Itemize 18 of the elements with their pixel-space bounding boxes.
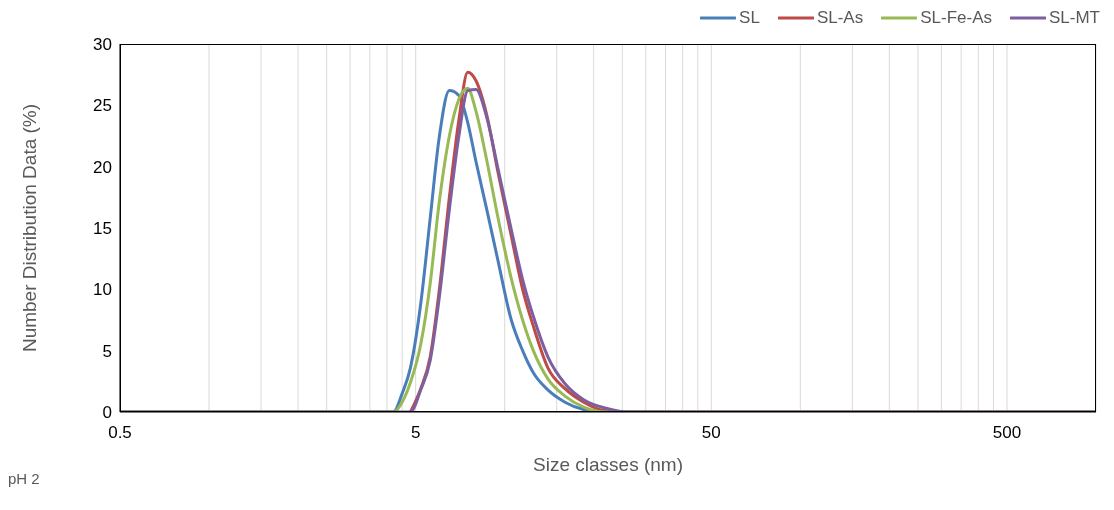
x-axis-title: Size classes (nm) (533, 454, 683, 476)
y-tick-label: 15 (93, 219, 112, 239)
y-tick-label: 0 (102, 403, 112, 423)
legend-label: SL (739, 8, 760, 28)
x-tick-label: 0.5 (108, 423, 132, 443)
y-tick-label: 30 (93, 35, 112, 55)
y-tick-label: 20 (93, 157, 112, 177)
x-tick-label: 500 (992, 423, 1022, 443)
y-tick-label: 10 (93, 280, 112, 300)
y-tick-label: 25 (93, 96, 112, 116)
x-tick-label: 5 (410, 423, 421, 443)
y-tick-label: 5 (102, 341, 112, 361)
text: pH 2 (8, 470, 40, 487)
x-tick-label: 50 (701, 423, 721, 443)
legend-label: SL-Fe-As (920, 8, 992, 28)
legend-label: SL-As (816, 8, 864, 28)
legend-label: SL-MT (1049, 8, 1100, 28)
y-axis-title: Number Distribution Data (%) (19, 103, 41, 353)
